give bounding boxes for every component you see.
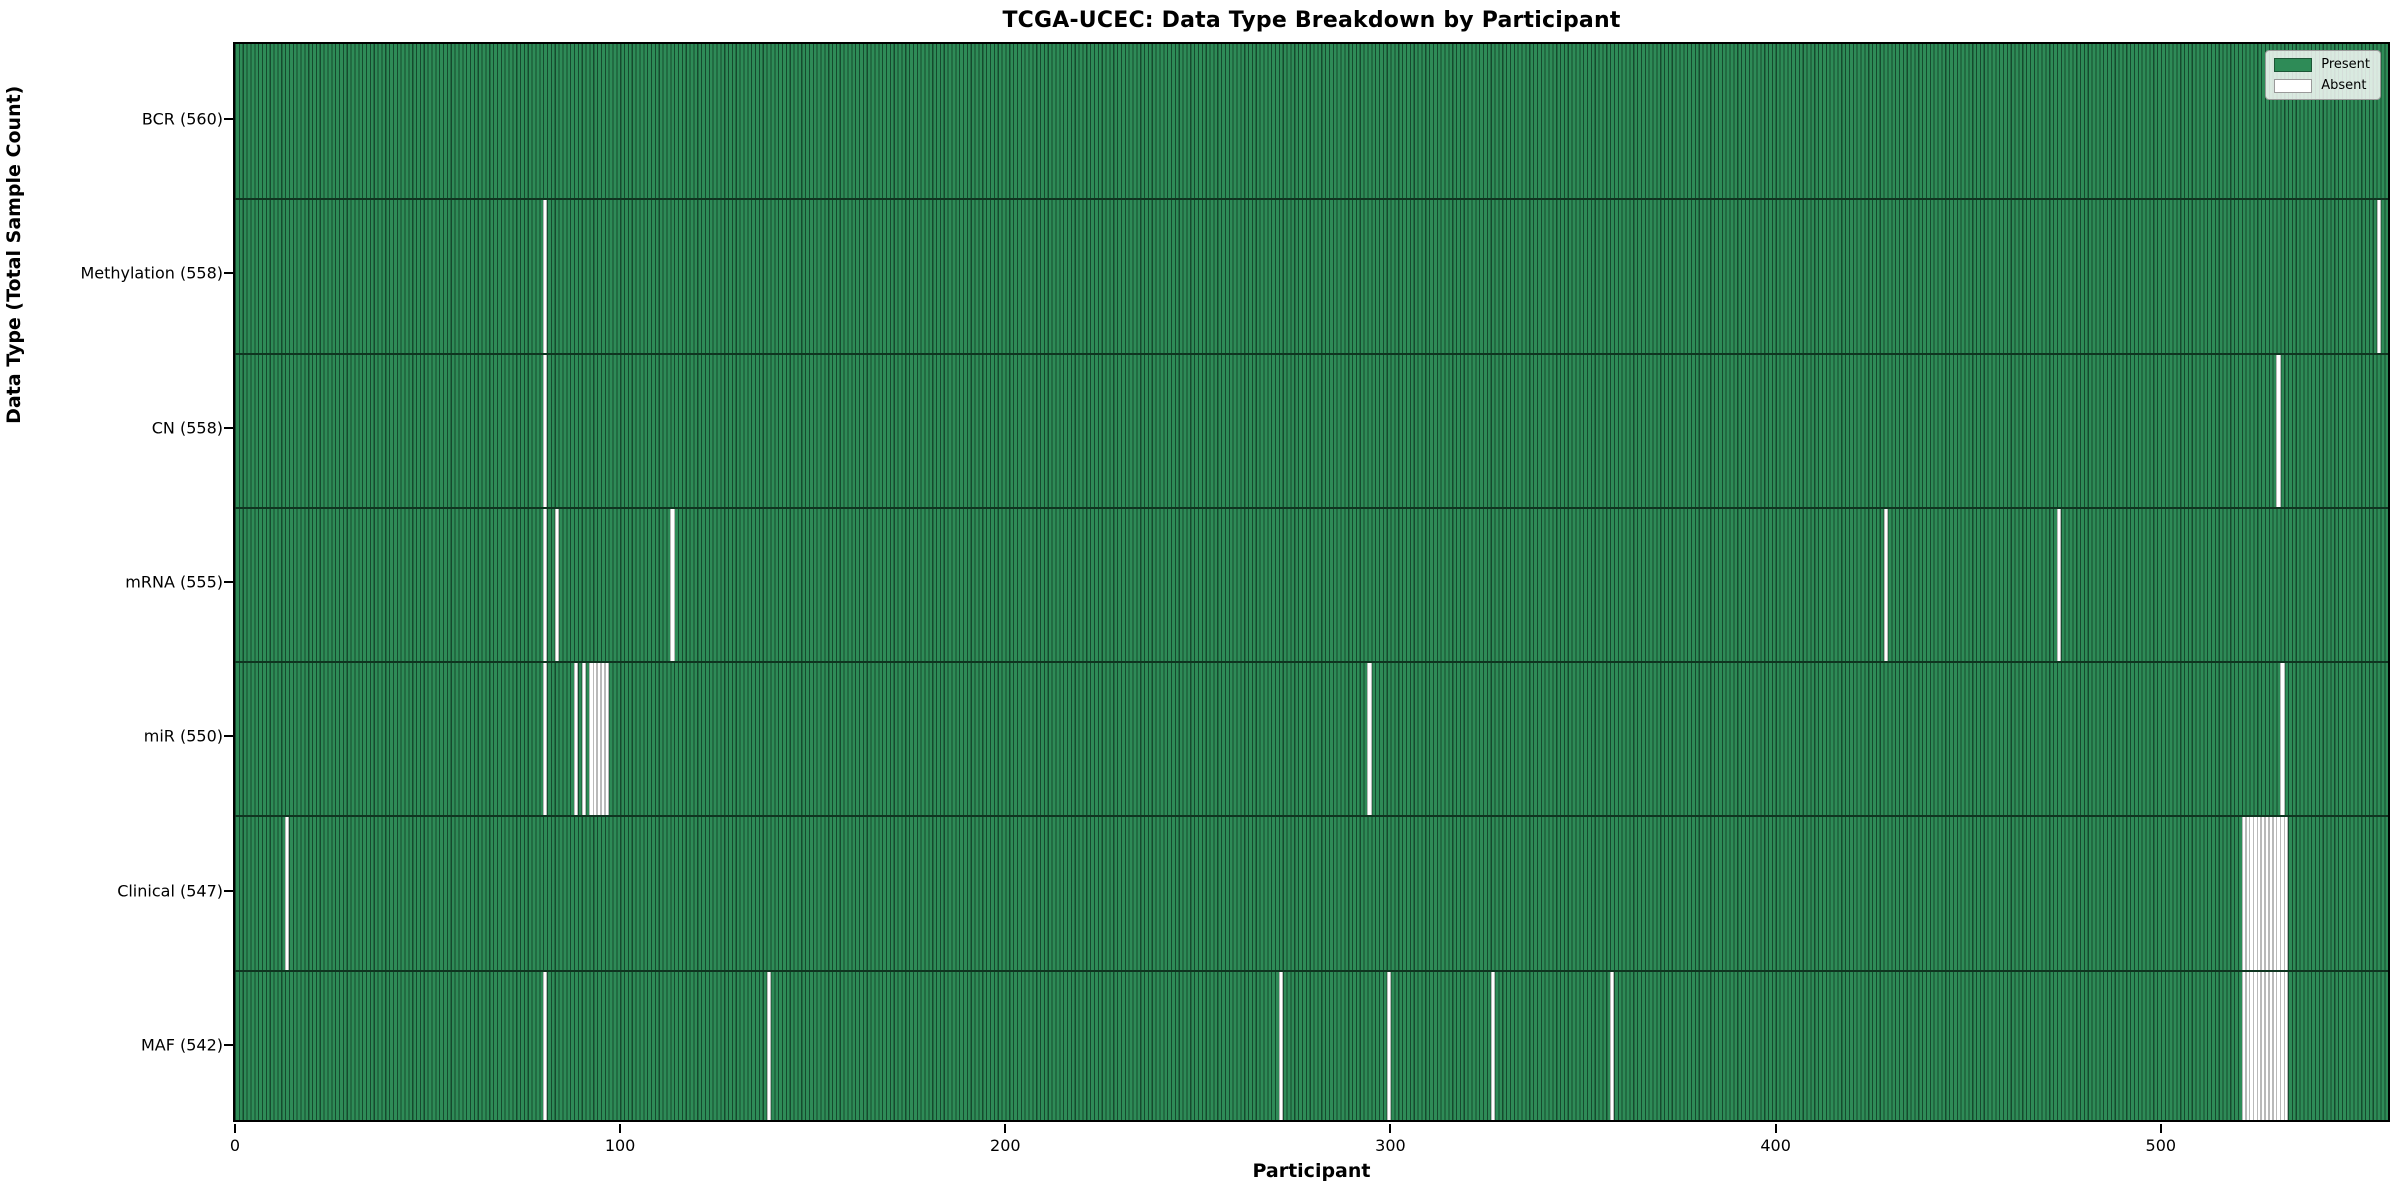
absent-cell-Clinical-521 (2241, 817, 2247, 970)
row-Clinical (235, 815, 2388, 970)
absent-cell-mRNA-83 (554, 509, 559, 661)
y-tick-mark-miR (224, 735, 233, 738)
y-tick-label-mRNA: mRNA (555) (125, 572, 223, 592)
absent-cell-MAF-523 (2249, 972, 2254, 1120)
absent-cell-mRNA-428 (1883, 509, 1888, 661)
absent-cell-MAF-357 (1610, 972, 1615, 1120)
absent-cell-Clinical-13 (285, 817, 290, 970)
y-tick-label-Methylation: Methylation (558) (80, 263, 223, 283)
x-axis-label: Participant (1252, 1160, 1371, 1182)
absent-cell-MAF-326 (1490, 972, 1495, 1120)
absent-cell-MAF-532 (2284, 972, 2289, 1120)
absent-cell-MAF-299 (1386, 972, 1391, 1120)
x-tick-mark-100 (619, 1124, 622, 1133)
absent-cell-miR-94 (597, 663, 602, 815)
y-tick-mark-MAF (224, 1043, 233, 1046)
presence-matrix (235, 44, 2388, 1120)
absent-cell-Clinical-524 (2253, 817, 2258, 970)
legend: Present Absent (2265, 50, 2381, 100)
absent-cell-MAF-80 (543, 972, 548, 1120)
absent-cell-MAF-530 (2276, 972, 2281, 1120)
absent-cell-MAF-138 (766, 972, 771, 1120)
absent-cell-Clinical-530 (2276, 817, 2281, 970)
x-tick-mark-400 (1774, 1124, 1777, 1133)
absent-cell-MAF-527 (2264, 972, 2270, 1120)
row-BCR (235, 44, 2388, 198)
x-tick-mark-200 (1004, 1124, 1007, 1133)
legend-entry-present: Present (2274, 57, 2370, 72)
absent-cell-miR-294 (1367, 663, 1372, 815)
absent-cell-MAF-524 (2253, 972, 2258, 1120)
x-tick-mark-0 (233, 1124, 236, 1133)
absent-cell-MAF-531 (2280, 972, 2285, 1120)
x-tick-label-200: 200 (990, 1136, 1021, 1155)
absent-cell-Clinical-522 (2245, 817, 2250, 970)
x-tick-label-100: 100 (604, 1136, 636, 1155)
y-tick-label-MAF: MAF (542) (140, 1035, 223, 1055)
absent-cell-Clinical-529 (2272, 817, 2277, 970)
absent-cell-Clinical-525 (2257, 817, 2262, 970)
y-tick-label-Clinical: Clinical (547) (117, 881, 223, 901)
absent-cell-Methylation-556 (2376, 200, 2381, 353)
x-tick-label-500: 500 (2145, 1136, 2177, 1155)
absent-cell-MAF-528 (2268, 972, 2273, 1120)
absent-cell-Clinical-526 (2261, 817, 2266, 970)
absent-cell-mRNA-473 (2056, 509, 2062, 661)
y-axis-label: Data Type (Total Sample Count) (3, 85, 25, 424)
x-tick-mark-500 (2159, 1124, 2162, 1133)
absent-cell-miR-80 (543, 663, 548, 815)
legend-present-label: Present (2321, 57, 2370, 72)
row-miR (235, 661, 2388, 815)
legend-present-swatch (2274, 57, 2313, 72)
absent-cell-miR-93 (593, 663, 598, 815)
x-tick-label-400: 400 (1760, 1136, 1791, 1155)
absent-cell-Clinical-527 (2264, 817, 2270, 970)
absent-cell-MAF-271 (1278, 972, 1284, 1120)
absent-cell-mRNA-80 (543, 509, 548, 661)
y-tick-mark-BCR (224, 118, 233, 121)
absent-cell-CN-80 (543, 355, 548, 507)
absent-cell-Methylation-80 (543, 200, 548, 353)
absent-cell-MAF-525 (2257, 972, 2262, 1120)
y-tick-mark-CN (224, 426, 233, 429)
absent-cell-MAF-529 (2272, 972, 2277, 1120)
x-tick-label-300: 300 (1375, 1136, 1406, 1155)
row-Methylation (235, 198, 2388, 353)
absent-cell-miR-90 (581, 663, 586, 815)
absent-cell-Clinical-531 (2280, 817, 2285, 970)
y-tick-label-BCR: BCR (560) (141, 109, 223, 129)
absent-cell-CN-530 (2276, 355, 2281, 507)
absent-cell-miR-92 (589, 663, 594, 815)
chart-title: TCGA-UCEC: Data Type Breakdown by Partic… (1002, 8, 1621, 33)
absent-cell-miR-88 (573, 663, 579, 815)
plot-area: Present Absent (233, 42, 2390, 1122)
y-tick-mark-Methylation (224, 272, 233, 275)
absent-cell-Clinical-523 (2249, 817, 2254, 970)
row-mRNA (235, 507, 2388, 661)
x-tick-label-0: 0 (229, 1136, 241, 1155)
absent-cell-mRNA-113 (670, 509, 675, 661)
absent-cell-Clinical-528 (2268, 817, 2273, 970)
y-tick-label-CN: CN (558) (151, 418, 223, 438)
y-tick-mark-mRNA (224, 581, 233, 583)
absent-cell-miR-95 (600, 663, 606, 815)
absent-cell-MAF-522 (2245, 972, 2250, 1120)
absent-cell-MAF-526 (2261, 972, 2266, 1120)
row-MAF (235, 970, 2388, 1120)
legend-absent-swatch (2274, 78, 2313, 93)
y-tick-label-miR: miR (550) (143, 726, 223, 746)
absent-cell-Clinical-532 (2284, 817, 2289, 970)
row-CN (235, 353, 2388, 507)
absent-cell-MAF-521 (2241, 972, 2247, 1120)
legend-absent-label: Absent (2321, 78, 2367, 93)
legend-entry-absent: Absent (2274, 78, 2370, 93)
y-tick-mark-Clinical (224, 889, 233, 892)
absent-cell-miR-96 (604, 663, 610, 815)
absent-cell-miR-531 (2280, 663, 2285, 815)
x-tick-mark-300 (1389, 1124, 1392, 1133)
